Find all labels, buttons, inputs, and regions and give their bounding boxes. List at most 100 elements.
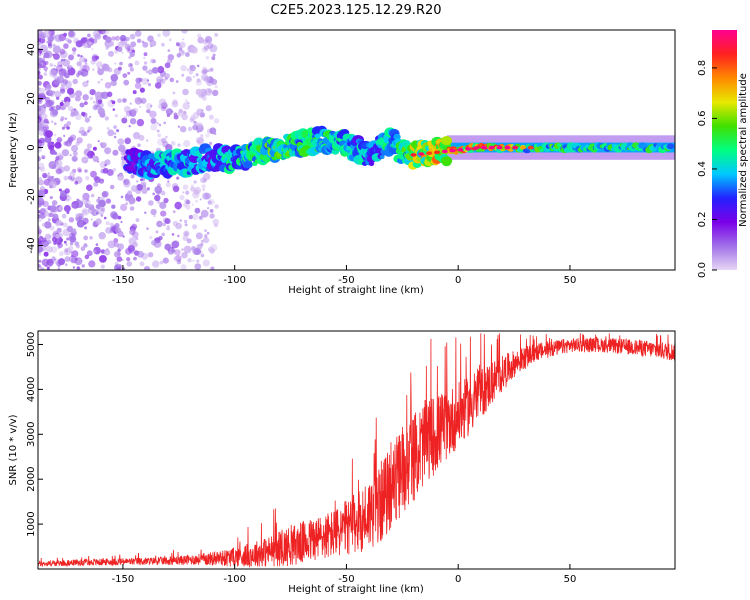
spectrogram-speckle xyxy=(86,143,92,149)
y-tick-label: 0 xyxy=(26,144,37,150)
spectrogram-speckle xyxy=(41,258,50,267)
spectrogram-speckle xyxy=(52,213,59,220)
spectrogram-speckle xyxy=(59,48,66,55)
spectrogram-speckle xyxy=(165,144,173,152)
spectrogram-speckle xyxy=(200,209,209,218)
spectrogram-speckle xyxy=(94,33,102,40)
spectrogram-speckle xyxy=(100,264,105,269)
spectrogram-speckle xyxy=(195,199,199,203)
spectrogram-speckle xyxy=(47,218,51,222)
spectrogram-speckle xyxy=(38,162,45,171)
spectrogram-speckle xyxy=(146,109,151,114)
spectrogram-speckle xyxy=(67,65,72,70)
spectrogram-speckle xyxy=(55,168,63,175)
spectrogram-speckle xyxy=(127,190,132,196)
spectrogram-speckle xyxy=(99,255,107,263)
spectrogram-speckle xyxy=(47,42,52,47)
spectrogram-speckle xyxy=(56,64,63,72)
spectrogram-speckle xyxy=(96,198,101,203)
x-tick-label: 0 xyxy=(455,275,461,286)
spectrogram-speckle xyxy=(152,59,157,64)
spectrogram-speckle xyxy=(54,122,57,125)
spectrogram-speckle xyxy=(46,174,51,179)
spectrogram-speckle xyxy=(103,216,107,220)
spectrogram-speckle xyxy=(43,251,49,257)
spectrogram-speckle xyxy=(205,105,212,112)
spectrogram-peak-cell xyxy=(504,145,511,150)
spectrogram-speckle xyxy=(56,227,62,233)
spectrogram-speckle xyxy=(82,209,87,214)
spectrogram-speckle xyxy=(134,82,142,89)
spectrogram-speckle xyxy=(140,178,143,182)
spectrogram-speckle xyxy=(53,133,57,137)
spectrogram-speckle xyxy=(52,45,61,54)
spectrogram-speckle xyxy=(87,44,91,48)
spectrogram-speckle xyxy=(164,218,171,225)
spectrogram-speckle xyxy=(125,202,128,206)
spectrogram-speckle xyxy=(62,59,70,67)
spectrogram-speckle xyxy=(183,245,192,254)
y-tick-label: 2000 xyxy=(26,466,37,491)
spectrogram-speckle xyxy=(177,207,180,210)
snr-series-line xyxy=(38,333,675,568)
spectrogram-speckle xyxy=(58,166,65,174)
spectrogram-speckle xyxy=(67,88,73,95)
spectrogram-speckle xyxy=(178,108,183,113)
spectrogram-speckle xyxy=(82,94,89,101)
spectrogram-speckle xyxy=(58,36,64,42)
spectrogram-speckle xyxy=(104,159,111,166)
spectrogram-speckle xyxy=(72,228,77,233)
spectrogram-speckle xyxy=(38,264,41,268)
spectrogram-speckle xyxy=(181,73,185,77)
spectrogram-y-axis: -40 -20 0 20 40 xyxy=(26,43,43,254)
colorbar-label: Normalized spectral amplitude xyxy=(738,73,749,227)
spectrogram-peak-cell xyxy=(480,145,487,150)
spectrogram-speckle xyxy=(154,238,157,241)
spectrogram-speckle xyxy=(162,257,169,264)
spectrogram-speckle xyxy=(203,45,210,51)
spectrogram-speckle xyxy=(200,253,205,258)
spectrogram-speckle xyxy=(97,160,100,163)
spectrogram-speckle xyxy=(47,175,54,182)
spectrogram-speckle xyxy=(110,80,117,87)
spectrogram-speckle xyxy=(45,130,53,138)
spectrogram-speckle xyxy=(194,263,202,270)
spectrogram-speckle xyxy=(152,192,155,196)
spectrogram-speckle xyxy=(42,175,47,179)
spectrogram-speckle xyxy=(127,71,131,75)
spectrogram-speckle xyxy=(117,41,125,49)
spectrogram-speckle xyxy=(150,45,153,48)
spectrogram-speckle xyxy=(143,266,151,270)
spectrogram-speckle xyxy=(115,35,120,41)
spectrogram-speckle xyxy=(63,247,72,256)
spectrogram-speckle xyxy=(38,57,43,64)
spectrogram-speckle xyxy=(97,80,101,84)
spectrogram-speckle xyxy=(180,126,187,133)
spectrogram-speckle xyxy=(163,197,169,204)
spectrogram-speckle xyxy=(113,132,117,135)
colorbar-axis: 0.0 0.2 0.4 0.6 0.8 xyxy=(697,60,717,278)
spectrogram-speckle xyxy=(38,38,41,43)
spectrogram-speckle xyxy=(49,196,53,200)
spectrogram-speckle xyxy=(76,61,82,67)
spectrogram-speckle xyxy=(54,141,62,149)
spectrogram-speckle xyxy=(93,103,101,110)
spectrogram-speckle xyxy=(54,90,62,98)
spectrogram-speckle xyxy=(175,222,183,230)
spectrogram-speckle xyxy=(188,70,193,75)
spectrogram-speckle xyxy=(107,129,115,137)
spectrogram-speckle xyxy=(132,90,137,95)
spectrogram-speckle xyxy=(123,79,130,86)
spectrogram-speckle xyxy=(197,123,201,127)
spectrogram-speckle xyxy=(177,234,180,238)
spectrogram-speckle xyxy=(171,100,179,108)
spectrogram-speckle xyxy=(44,60,49,65)
spectrogram-speckle xyxy=(108,50,114,57)
spectrogram-speckle xyxy=(154,194,161,202)
spectrogram-speckle xyxy=(160,190,166,196)
spectrogram-speckle xyxy=(151,240,157,246)
spectrogram-speckle xyxy=(100,214,104,217)
spectrogram-speckle xyxy=(38,252,42,256)
spectrogram-speckle xyxy=(164,73,170,79)
spectrogram-peak-cell xyxy=(512,145,519,150)
